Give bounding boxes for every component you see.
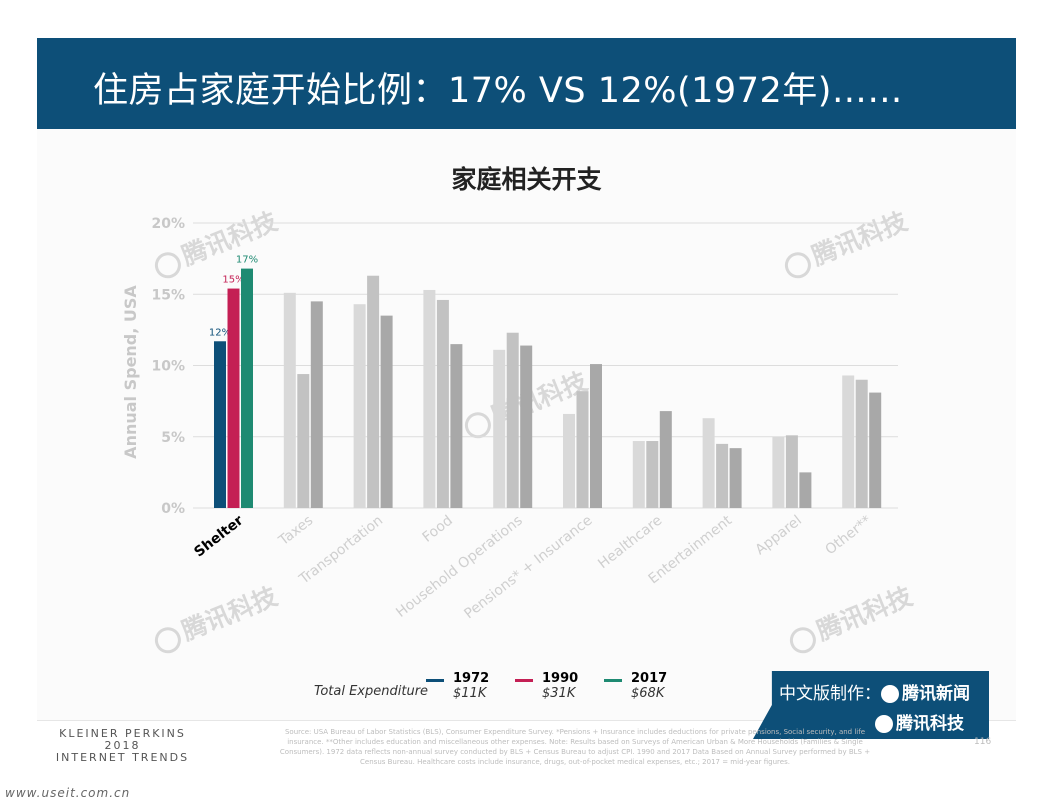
- y-tick-label: 20%: [151, 216, 185, 232]
- legend-swatch-2017: [604, 679, 622, 682]
- bar-1990: [436, 299, 449, 508]
- x-tick-label: Taxes: [275, 513, 316, 550]
- legend-year-1972: 1972: [453, 671, 490, 686]
- legend-year-2017: 2017: [631, 671, 668, 686]
- x-tick-label: Household Operations: [393, 513, 525, 621]
- chart-title: 家庭相关开支: [451, 165, 602, 194]
- legend-label: Total Expenditure: [314, 684, 429, 699]
- tencent-badge: 中文版制作： 腾讯新闻 腾讯科技: [753, 671, 989, 739]
- tencent-news-icon: [881, 685, 899, 703]
- bar-2017: [729, 448, 742, 508]
- y-tick-label: 15%: [151, 287, 185, 303]
- footer-brand-line: 2018: [104, 739, 141, 752]
- data-label: 17%: [236, 255, 258, 266]
- bar-1990: [785, 435, 798, 508]
- bar-1990: [855, 379, 868, 508]
- page-number: 116: [974, 737, 992, 747]
- legend-total-1990: $31K: [542, 686, 576, 701]
- x-tick-label: Shelter: [191, 512, 246, 560]
- source-note: Source: USA Bureau of Labor Statistics (…: [279, 728, 871, 766]
- bar-1972: [353, 304, 366, 508]
- bar-1990: [227, 288, 240, 508]
- bar-2017: [659, 411, 672, 508]
- bar-1990: [716, 443, 729, 508]
- legend-swatch-1972: [426, 679, 444, 682]
- bar-1990: [576, 391, 589, 508]
- bar-1972: [842, 375, 855, 508]
- data-label: 12%: [209, 327, 231, 338]
- legend-total-2017: $68K: [631, 686, 665, 701]
- bar-1990: [646, 441, 659, 508]
- bar-1990: [367, 275, 380, 508]
- bar-1972: [283, 292, 296, 508]
- x-tick-label: Pensions* + Insurance: [461, 513, 595, 623]
- bar-1972: [702, 418, 715, 508]
- bar-1972: [772, 436, 785, 508]
- bar-2017: [241, 268, 253, 508]
- footer-brand-line: KLEINER PERKINS: [59, 727, 186, 740]
- y-axis-label: Annual Spend, USA: [121, 285, 140, 459]
- bar-1990: [297, 374, 310, 508]
- bar-1972: [563, 413, 575, 508]
- bar-2017: [310, 301, 323, 508]
- bar-2017: [520, 345, 533, 508]
- tencent-tech-icon: [875, 715, 893, 733]
- data-label: 15%: [222, 275, 244, 286]
- page-title: 住房占家庭开始比例：17% VS 12%(1972年)……: [93, 71, 903, 111]
- bar-2017: [380, 315, 393, 508]
- bar-2017: [450, 344, 463, 508]
- bar-2017: [869, 392, 882, 508]
- badge-line-1: 中文版制作： 腾讯新闻: [779, 684, 970, 704]
- y-tick-label: 0%: [161, 501, 185, 517]
- y-tick-label: 10%: [151, 359, 185, 375]
- footer-brand: KLEINER PERKINS 2018 INTERNET TRENDS: [50, 728, 195, 764]
- footer-brand-line: INTERNET TRENDS: [55, 751, 190, 764]
- footer-divider: [37, 720, 1016, 721]
- x-tick-label: Other**: [822, 513, 874, 559]
- bar-1972: [493, 349, 506, 508]
- x-tick-label: Apparel: [753, 513, 805, 559]
- badge-line-2: 腾讯科技: [875, 709, 964, 734]
- bar-1972: [423, 289, 436, 508]
- x-tick-label: Healthcare: [595, 513, 665, 573]
- bar-1972: [632, 441, 645, 508]
- site-url: www.useit.com.cn: [5, 786, 131, 800]
- legend-year-1990: 1990: [542, 671, 579, 686]
- legend-swatch-1990: [515, 679, 533, 682]
- bar-2017: [799, 472, 812, 508]
- x-tick-label: Food: [420, 513, 456, 546]
- title-banner: 住房占家庭开始比例：17% VS 12%(1972年)……: [37, 38, 1016, 129]
- bar-1972: [214, 341, 226, 508]
- bar-2017: [590, 364, 602, 508]
- bar-1990: [506, 332, 519, 508]
- legend-total-1972: $11K: [453, 686, 487, 701]
- y-tick-label: 5%: [161, 430, 185, 446]
